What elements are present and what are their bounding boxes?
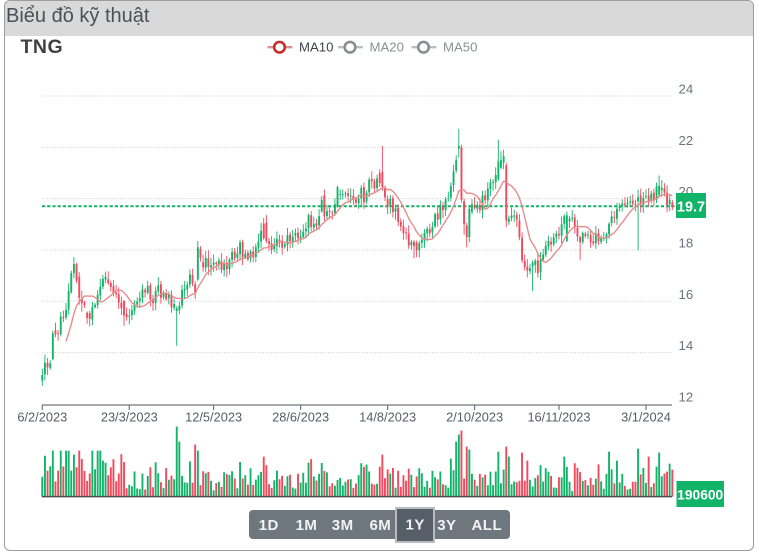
svg-text:2/10/2023: 2/10/2023 <box>446 410 503 425</box>
svg-text:14/8/2023: 14/8/2023 <box>359 410 416 425</box>
svg-text:14: 14 <box>679 338 694 353</box>
svg-text:22: 22 <box>679 133 694 148</box>
svg-text:6/2/2023: 6/2/2023 <box>17 410 67 425</box>
svg-text:19.7: 19.7 <box>677 200 705 216</box>
svg-text:190600: 190600 <box>677 488 723 503</box>
svg-text:12: 12 <box>679 389 694 404</box>
svg-text:3/1/2024: 3/1/2024 <box>621 410 671 425</box>
svg-text:16: 16 <box>679 287 694 302</box>
svg-text:12/5/2023: 12/5/2023 <box>185 410 242 425</box>
svg-text:MA50: MA50 <box>443 40 477 55</box>
svg-text:16/11/2023: 16/11/2023 <box>527 410 590 425</box>
svg-text:24: 24 <box>679 82 694 97</box>
svg-text:18: 18 <box>679 236 694 251</box>
svg-text:23/3/2023: 23/3/2023 <box>101 410 158 425</box>
svg-text:MA20: MA20 <box>370 40 404 55</box>
svg-text:28/6/2023: 28/6/2023 <box>272 410 329 425</box>
svg-text:MA10: MA10 <box>299 40 333 55</box>
